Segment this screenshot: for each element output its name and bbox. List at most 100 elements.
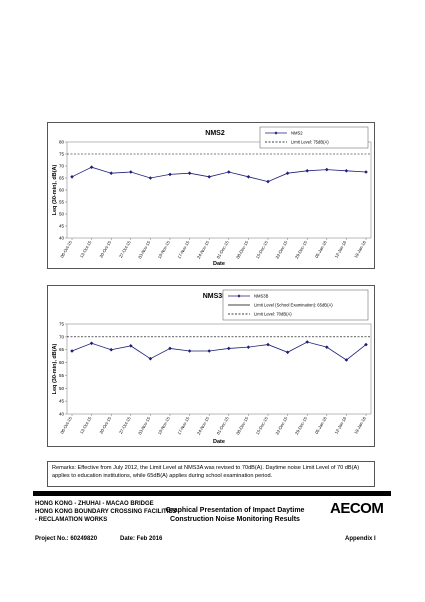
data-point xyxy=(246,175,251,179)
x-tick-label: 19-Jan-16 xyxy=(353,239,367,258)
x-tick-label: 27-Oct-15 xyxy=(118,239,132,258)
data-point xyxy=(129,170,133,174)
plot-area xyxy=(66,323,372,415)
x-tick-label: 29-Dec-15 xyxy=(294,239,308,259)
y-tick-label: 80 xyxy=(59,140,65,145)
data-point xyxy=(207,175,211,179)
data-point xyxy=(325,167,329,172)
y-axis-title: Leq (30-min), dB(A) xyxy=(52,343,58,394)
y-tick-label: 50 xyxy=(59,386,65,391)
data-point xyxy=(246,345,251,349)
y-tick-label: 65 xyxy=(59,347,65,352)
data-point xyxy=(285,171,290,175)
legend-marker xyxy=(237,294,241,298)
report-title: Graphical Presentation of Impact Daytime… xyxy=(165,507,305,523)
data-point xyxy=(344,169,349,173)
data-point xyxy=(285,350,290,355)
x-tick-label: 27-Oct-15 xyxy=(118,415,132,434)
legend-label: Limit Level: 75dB(A) xyxy=(291,140,329,145)
y-tick-label: 55 xyxy=(59,200,65,205)
x-tick-label: 24-Nov-15 xyxy=(196,239,210,259)
x-tick-label: 20-Oct-15 xyxy=(98,239,112,258)
x-tick-label: 17-Nov-15 xyxy=(176,415,190,435)
data-point xyxy=(70,349,74,353)
x-tick-label: 06-Oct-15 xyxy=(59,415,73,434)
data-point xyxy=(109,171,113,175)
plot-area xyxy=(66,141,372,239)
x-tick-label: 06-Oct-15 xyxy=(59,239,73,258)
data-point xyxy=(227,170,231,174)
y-tick-label: 60 xyxy=(59,188,65,193)
x-tick-label: 22-Dec-15 xyxy=(274,239,288,259)
legend-label: Limit Level: 70dB(A) xyxy=(254,312,292,317)
chart: NMS2 40 45 50 55 60 65 70 75 80 06-Oct-15 13-Oct-15… xyxy=(47,122,375,269)
x-tick-label: 22-Dec-15 xyxy=(274,415,288,435)
x-axis-title: Date xyxy=(213,261,225,267)
logo: AECOM xyxy=(330,500,384,517)
x-tick-label: 17-Nov-15 xyxy=(176,239,190,259)
series-line xyxy=(71,341,367,361)
data-point xyxy=(148,176,153,180)
x-tick-label: 13-Oct-15 xyxy=(79,415,93,434)
data-point xyxy=(187,349,192,353)
x-tick-label: 08-Dec-15 xyxy=(235,415,249,435)
x-tick-label: 24-Nov-15 xyxy=(196,415,210,435)
x-tick-label: 05-Jan-16 xyxy=(314,415,328,434)
data-point xyxy=(305,169,309,173)
x-tick-label: 20-Oct-15 xyxy=(98,415,112,434)
x-tick-label: 15-Dec-15 xyxy=(255,239,269,259)
legend-label: NMS3B xyxy=(254,294,269,299)
y-tick-label: 65 xyxy=(59,176,65,181)
data-point xyxy=(89,341,94,346)
project-no: Project No.: 60249820 xyxy=(35,536,98,542)
x-tick-label: 12-Jan-16 xyxy=(334,239,348,258)
data-point xyxy=(344,358,349,362)
legend-box xyxy=(259,126,369,149)
legend-label: NMS2 xyxy=(291,131,303,136)
x-tick-label: 15-Dec-15 xyxy=(255,415,269,435)
data-point xyxy=(266,179,270,184)
data-point xyxy=(109,347,113,352)
y-tick-label: 55 xyxy=(59,373,65,378)
data-point xyxy=(325,345,329,349)
y-tick-label: 40 xyxy=(59,236,65,241)
project-line: HONG KONG - ZHUHAI - MACAO BRIDGE xyxy=(35,501,154,507)
y-tick-label: 45 xyxy=(59,399,65,404)
data-point xyxy=(89,165,94,169)
data-point xyxy=(266,342,270,347)
data-point xyxy=(70,175,74,179)
y-tick-label: 60 xyxy=(59,360,65,365)
x-tick-label: 01-Dec-15 xyxy=(216,415,230,435)
y-tick-label: 75 xyxy=(59,152,65,157)
legend-label: Limit Level (School Examination): 65dB(A… xyxy=(254,303,333,308)
appendix: Appendix I xyxy=(345,536,376,542)
legend-marker xyxy=(274,131,278,135)
x-tick-label: 01-Dec-15 xyxy=(216,239,230,259)
x-tick-label: 08-Dec-15 xyxy=(235,239,249,259)
x-tick-label: 10-Nov-15 xyxy=(157,239,171,259)
chart: NMS3B 40 45 50 55 60 65 70 75 06-Oct-15 13-Oct-15 2… xyxy=(47,285,375,447)
data-point xyxy=(168,172,172,177)
y-tick-label: 70 xyxy=(59,164,65,169)
x-tick-label: 19-Jan-16 xyxy=(353,415,367,434)
data-point xyxy=(187,171,192,175)
data-point xyxy=(168,346,172,351)
x-tick-label: 13-Oct-15 xyxy=(79,239,93,258)
y-tick-label: 40 xyxy=(59,412,65,417)
project-line: - RECLAMATION WORKS xyxy=(35,517,108,523)
data-point xyxy=(364,170,368,174)
data-point xyxy=(207,349,211,353)
y-tick-label: 50 xyxy=(59,212,65,217)
chart-title: NMS2 xyxy=(205,130,225,137)
x-tick-label: 12-Jan-16 xyxy=(334,415,348,434)
y-tick-label: 70 xyxy=(59,334,65,339)
x-tick-label: 05-Jan-16 xyxy=(314,239,328,258)
remarks: Remarks: Effective from July 2012, the L… xyxy=(52,465,360,479)
data-point xyxy=(305,340,309,344)
project-lines: HONG KONG - ZHUHAI - MACAO BRIDGE HONG K… xyxy=(35,500,176,524)
x-tick-label: 03-Nov-15 xyxy=(137,239,151,259)
data-point xyxy=(227,346,231,351)
x-tick-label: 03-Nov-15 xyxy=(137,415,151,435)
y-axis-title: Leq (30-min), dB(A) xyxy=(52,164,58,215)
y-tick-label: 75 xyxy=(59,322,65,327)
